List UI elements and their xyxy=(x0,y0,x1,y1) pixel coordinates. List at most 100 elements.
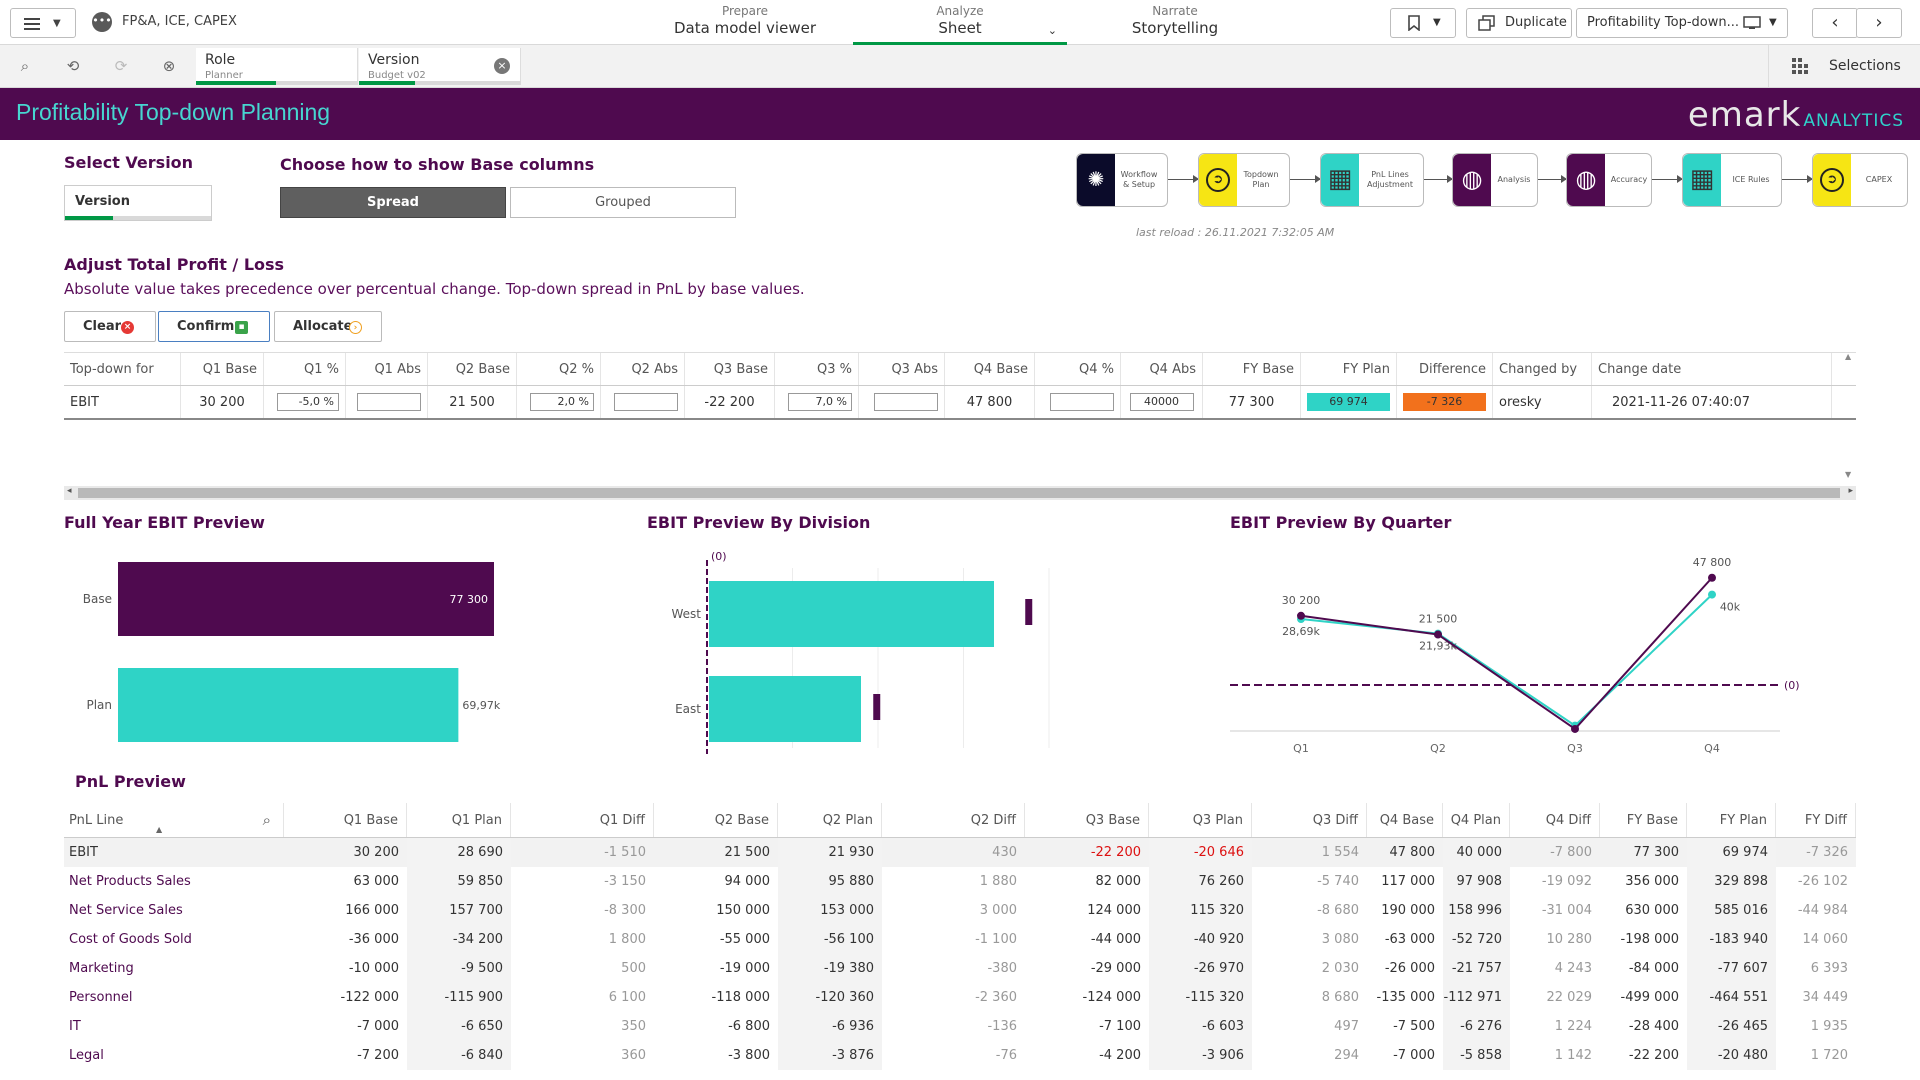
workflow-step-ice-rules[interactable]: ▦ ICE Rules xyxy=(1682,153,1782,207)
confirm-button[interactable]: Confirm ▪ xyxy=(158,311,270,342)
table-cell: -3 876 xyxy=(778,1041,882,1070)
table-row[interactable]: Legal -7 200 -6 840 360 -3 800 -3 876 -76 -4 20… xyxy=(64,1041,1856,1070)
column-header[interactable]: Q3 Diff xyxy=(1252,803,1367,837)
column-header[interactable]: Q3 Plan xyxy=(1149,803,1252,837)
mode-narrate[interactable]: Narrate Storytelling xyxy=(1085,4,1265,45)
scroll-right-icon[interactable]: ▸ xyxy=(1848,486,1853,496)
column-header[interactable]: Q4 % xyxy=(1035,353,1121,385)
column-header[interactable]: Q2 % xyxy=(517,353,601,385)
q1-abs-input[interactable] xyxy=(357,393,421,411)
column-header[interactable]: Q3 % xyxy=(775,353,859,385)
workflow-step-capex[interactable]: ➲ CAPEX xyxy=(1812,153,1908,207)
table-cell: -52 720 xyxy=(1443,925,1510,954)
sort-ascending-icon[interactable]: ▲ xyxy=(156,825,163,834)
column-header[interactable]: Q1 % xyxy=(264,353,346,385)
q2-pct-input[interactable]: 2,0 % xyxy=(530,393,594,411)
table-row[interactable]: Personnel -122 000 -115 900 6 100 -118 000 -1… xyxy=(64,983,1856,1012)
table-row[interactable]: Marketing -10 000 -9 500 500 -19 000 -19 380 -… xyxy=(64,954,1856,983)
chevron-down-icon[interactable]: ⌄ xyxy=(1047,24,1057,37)
grouped-button[interactable]: Grouped xyxy=(510,187,736,218)
smart-search-icon[interactable]: ⌕ xyxy=(20,57,30,75)
sheet-selector[interactable]: Profitability Top-down... ▼ xyxy=(1576,8,1788,38)
step-back-icon[interactable]: ⟲ xyxy=(66,57,80,75)
column-header[interactable]: FY Diff xyxy=(1776,803,1856,837)
duplicate-button[interactable]: Duplicate xyxy=(1466,8,1572,38)
column-header[interactable]: Q4 Plan xyxy=(1443,803,1510,837)
next-sheet-button[interactable]: › xyxy=(1856,8,1902,38)
column-header[interactable]: Q1 Base xyxy=(284,803,407,837)
mode-prepare[interactable]: Prepare Data model viewer xyxy=(655,4,835,45)
column-header[interactable]: FY Plan xyxy=(1687,803,1776,837)
column-header[interactable]: Q4 Base xyxy=(1367,803,1443,837)
workflow-step-workflow-setup[interactable]: ✺ Workflow & Setup xyxy=(1076,153,1168,207)
selection-chip-version[interactable]: Version Budget v02 × xyxy=(359,48,521,85)
workflow-step-accuracy[interactable]: ◍ Accuracy xyxy=(1566,153,1652,207)
column-header[interactable]: Q3 Base xyxy=(1025,803,1149,837)
column-header[interactable]: Q1 Abs xyxy=(346,353,428,385)
search-icon[interactable]: ⌕ xyxy=(262,811,271,829)
global-menu-button[interactable]: ▼ xyxy=(10,8,76,38)
column-header[interactable]: Q1 Diff xyxy=(511,803,654,837)
table-cell: 77 300 xyxy=(1633,845,1680,860)
column-header[interactable]: Q2 Plan xyxy=(778,803,882,837)
column-header[interactable]: Q3 Base xyxy=(685,353,775,385)
column-header[interactable]: Change date xyxy=(1592,353,1832,385)
step-forward-icon[interactable]: ⟳ xyxy=(114,57,128,75)
column-header[interactable]: Difference xyxy=(1397,353,1493,385)
q2-abs-input[interactable] xyxy=(614,393,678,411)
table-row[interactable]: EBIT 30 200 28 690 -1 510 21 500 21 930 430 -22… xyxy=(64,838,1856,867)
column-header[interactable]: Q2 Base xyxy=(654,803,778,837)
column-header[interactable]: FY Base xyxy=(1600,803,1687,837)
workflow-step-topdown-plan[interactable]: ➲ Topdown Plan xyxy=(1198,153,1290,207)
clear-all-selections-icon[interactable]: ⊗ xyxy=(162,57,176,75)
selection-chip-role[interactable]: Role Planner xyxy=(196,48,358,85)
workflow-step-pnl-lines-adjustment[interactable]: ▦ PnL Lines Adjustment xyxy=(1320,153,1424,207)
mode-analyze[interactable]: Analyze Sheet ⌄ xyxy=(853,4,1067,45)
workflow-arrow xyxy=(1290,175,1321,183)
q3-abs-input[interactable] xyxy=(874,393,938,411)
table-row[interactable]: IT -7 000 -6 650 350 -6 800 -6 936 -136 -7 100-… xyxy=(64,1012,1856,1041)
scroll-left-icon[interactable]: ◂ xyxy=(67,486,72,496)
table-cell: 350 xyxy=(621,1019,646,1034)
table-row[interactable]: Net Products Sales 63 000 59 850 -3 150 94 0… xyxy=(64,867,1856,896)
adjust-table-horizontal-scrollbar[interactable]: ◂ ▸ xyxy=(64,486,1856,500)
column-header[interactable]: FY Base xyxy=(1203,353,1301,385)
selections-button[interactable]: Selections xyxy=(1768,45,1920,87)
column-header[interactable]: Changed by xyxy=(1493,353,1592,385)
column-header[interactable]: Q2 Base xyxy=(428,353,517,385)
column-header[interactable]: FY Plan xyxy=(1301,353,1397,385)
column-header[interactable]: Q4 Base xyxy=(945,353,1035,385)
version-filter[interactable]: Version xyxy=(64,185,212,221)
scroll-down-icon[interactable]: ▼ xyxy=(1845,470,1852,479)
clear-selection-icon[interactable]: × xyxy=(494,58,510,74)
workflow-step-icon-bg xyxy=(1453,154,1491,206)
adjust-table-vertical-scrollbar[interactable]: ▲ ▼ xyxy=(1840,352,1856,482)
column-header[interactable]: Q4 Abs xyxy=(1121,353,1203,385)
column-header[interactable]: Q4 Diff xyxy=(1510,803,1600,837)
q4-abs-input[interactable]: 40000 xyxy=(1129,393,1194,411)
spread-button[interactable]: Spread xyxy=(280,187,506,218)
column-header[interactable]: Q1 Plan xyxy=(407,803,511,837)
clear-button[interactable]: Clear × xyxy=(64,311,156,342)
scroll-up-icon[interactable]: ▲ xyxy=(1845,352,1852,361)
table-row[interactable]: Net Service Sales 166 000 157 700 -8 300 150… xyxy=(64,896,1856,925)
scrollbar-thumb[interactable] xyxy=(78,488,1840,498)
column-header[interactable]: Q2 Diff xyxy=(882,803,1025,837)
workflow-step-label: PnL Lines Adjustment xyxy=(1367,170,1413,189)
q4-pct-input[interactable] xyxy=(1050,393,1114,411)
column-header[interactable]: Q2 Abs xyxy=(601,353,685,385)
q1-pct-input[interactable]: -5,0 % xyxy=(277,393,339,411)
workflow-step-analysis[interactable]: ◍ Analysis xyxy=(1452,153,1538,207)
bookmark-button[interactable]: ▼ xyxy=(1390,8,1456,38)
column-header[interactable]: Top-down for xyxy=(64,353,181,385)
column-header[interactable]: Q3 Abs xyxy=(859,353,945,385)
selections-icon xyxy=(1792,58,1808,74)
allocate-button[interactable]: Allocate › xyxy=(274,311,382,342)
q3-pct-input[interactable]: 7,0 % xyxy=(788,393,852,411)
table-cell: -7 000 xyxy=(1393,1048,1435,1063)
column-header[interactable]: PnL Line ▲ ⌕ xyxy=(64,803,284,837)
column-header[interactable]: Q1 Base xyxy=(181,353,264,385)
pnl-line-name: Personnel xyxy=(69,990,133,1005)
table-row[interactable]: Cost of Goods Sold -36 000 -34 200 1 800 -55… xyxy=(64,925,1856,954)
previous-sheet-button[interactable]: ‹ xyxy=(1812,8,1858,38)
